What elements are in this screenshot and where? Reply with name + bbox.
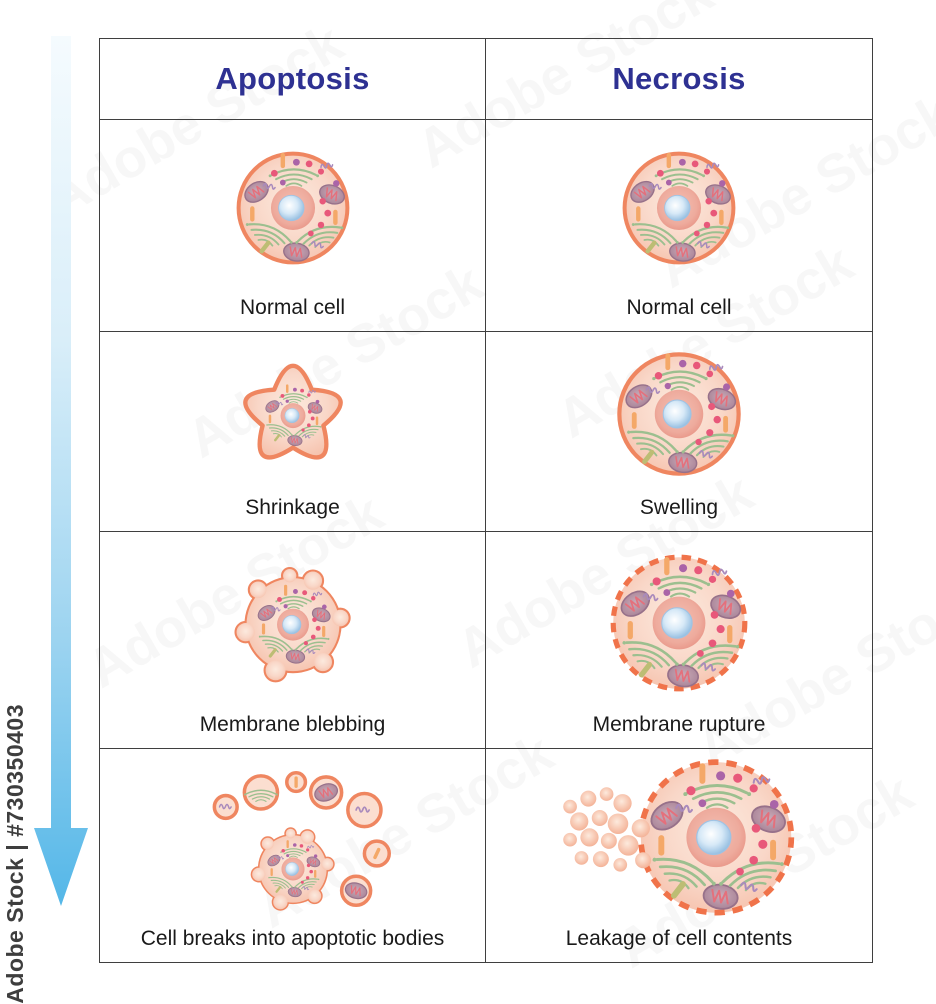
stage-cell-necrosis-rupture: Membrane rupture [486, 532, 872, 749]
swollen-cell-illustration [617, 352, 741, 476]
shrunken-cell-illustration [242, 363, 343, 460]
stage-label: Membrane rupture [592, 713, 766, 736]
header-necrosis-label: Necrosis [612, 61, 746, 96]
normal-cell-illustration [236, 151, 349, 265]
stage-cell-apoptosis-bodies: Cell breaks into apoptotic bodies [100, 749, 486, 962]
stock-id-watermark: Adobe Stock | #730350403 [2, 704, 28, 1004]
stage-label: Membrane blebbing [199, 713, 386, 736]
stage-label: Shrinkage [245, 496, 340, 519]
leaked-contents-bubbles [563, 787, 652, 872]
blebbing-cell-illustration [210, 540, 376, 706]
progression-down-arrow [34, 36, 88, 906]
stage-cell-apoptosis-normal: Normal cell [100, 120, 486, 332]
stage-cell-necrosis-normal: Normal cell [486, 120, 872, 332]
normal-cell-illustration [622, 151, 736, 265]
stage-label: Swelling [639, 496, 719, 519]
stage-cell-necrosis-leakage: Leakage of cell contents [486, 749, 872, 962]
header-apoptosis: Apoptosis [100, 39, 486, 120]
apoptotic-bodies-illustration [212, 770, 391, 924]
header-apoptosis-label: Apoptosis [215, 61, 370, 96]
stage-label: Normal cell [239, 296, 346, 319]
leaking-cell-illustration [563, 759, 795, 916]
comparison-table: Apoptosis Necrosis Normal cell Normal c [99, 38, 873, 963]
stage-cell-necrosis-swelling: Swelling [486, 332, 872, 532]
header-necrosis: Necrosis [486, 39, 872, 120]
stage-cell-apoptosis-shrinkage: Shrinkage [100, 332, 486, 532]
stage-label: Leakage of cell contents [565, 927, 793, 950]
stage-cell-apoptosis-blebbing: Membrane blebbing [100, 532, 486, 749]
ruptured-membrane-cell-illustration [610, 554, 748, 691]
stage-label: Cell breaks into apoptotic bodies [140, 927, 445, 950]
stage-label: Normal cell [626, 296, 732, 319]
